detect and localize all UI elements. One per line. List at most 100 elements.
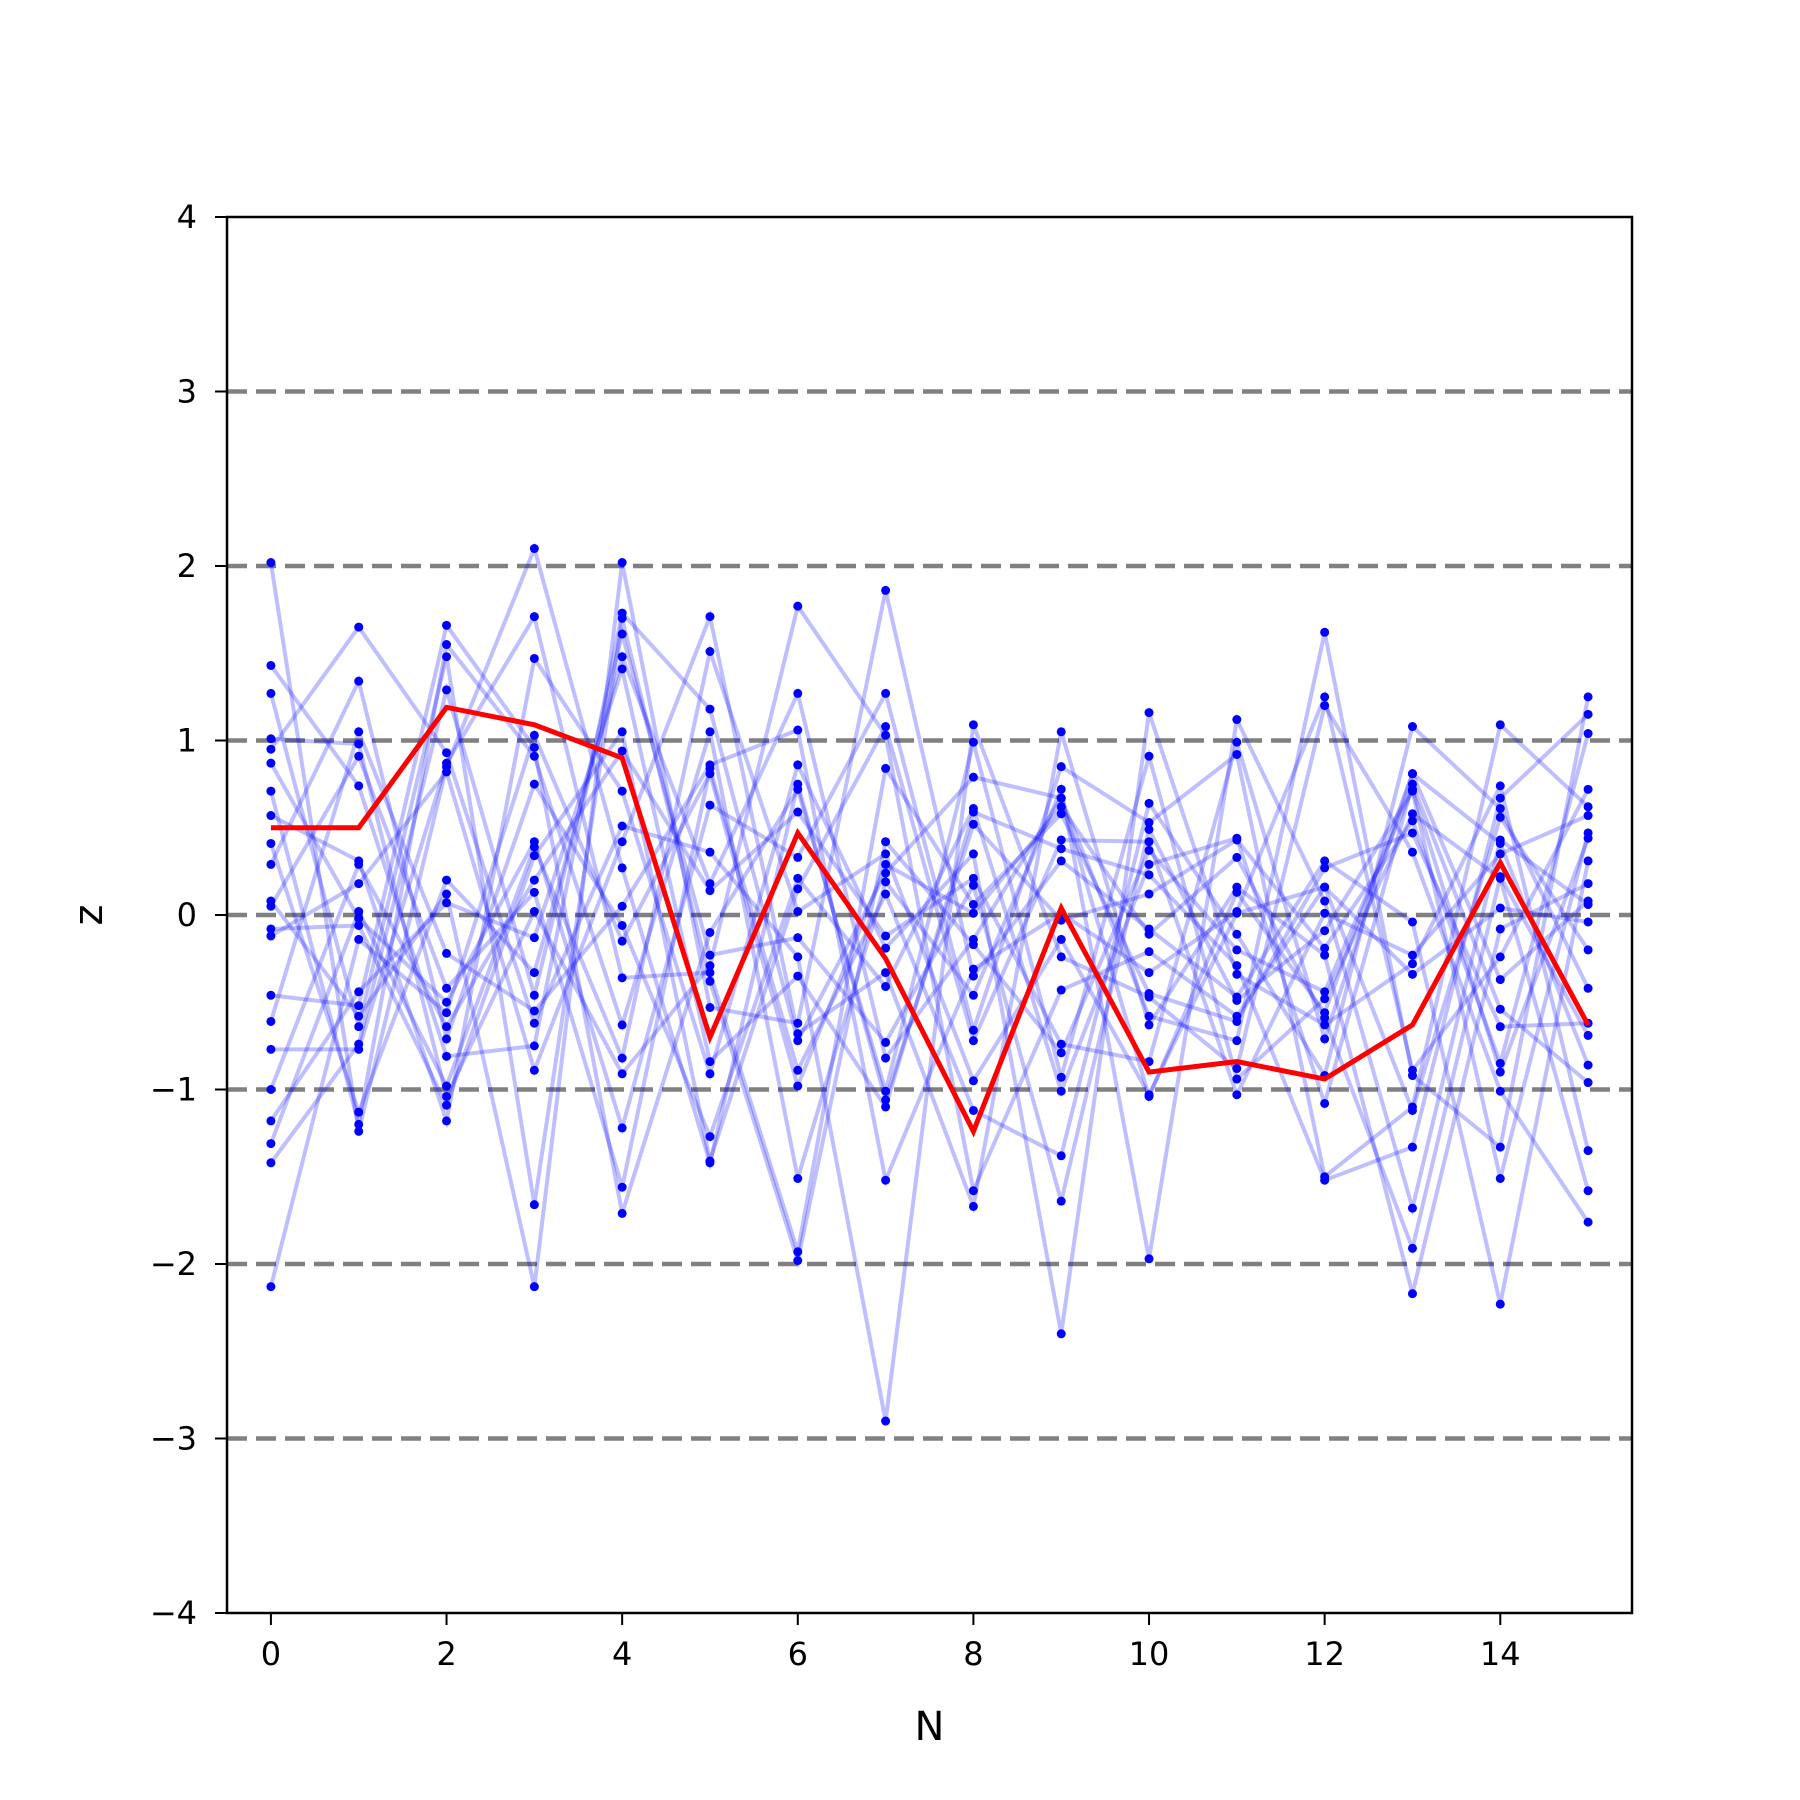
background-series-line [269,653,1591,1335]
data-point [881,730,891,740]
data-point [793,1081,803,1091]
data-point [529,612,539,622]
data-point [793,601,803,611]
background-series-line [268,690,1590,1188]
background-series-line [270,721,1589,1169]
data-point [442,1116,452,1126]
data-point [968,971,978,981]
x-tick-label: 2 [436,1635,456,1673]
data-point [968,1186,978,1196]
data-point [617,863,627,873]
background-series-line [269,687,1590,1181]
data-point [354,934,364,944]
data-point [1583,1186,1593,1196]
y-tick-label: 4 [177,198,197,236]
data-point [1320,896,1330,906]
data-point [1583,856,1593,866]
data-point [1056,802,1066,812]
data-point [1583,917,1593,927]
data-point [354,879,364,889]
data-point [354,1119,364,1129]
data-point [705,847,715,857]
data-point [1407,847,1417,857]
data-point [1320,1098,1330,1108]
data-point [617,558,627,568]
data-point [1495,1299,1505,1309]
data-point [968,900,978,910]
data-point [968,807,978,817]
background-series-line [268,542,1591,1171]
data-point [793,952,803,962]
data-point [793,884,803,894]
data-point [1144,870,1154,880]
data-point [1495,924,1505,934]
x-axis-ticks: 0 2 4 6 8 10 12 14 [261,1613,1521,1673]
background-series-line [269,562,1591,1305]
data-point [1407,1203,1417,1213]
data-point [881,849,891,859]
data-point [529,990,539,1000]
data-point [442,620,452,630]
data-point [1583,945,1593,955]
data-point [1232,1036,1242,1046]
data-point [529,842,539,852]
data-point [442,948,452,958]
data-point [968,1076,978,1086]
data-point [1495,1086,1505,1096]
y-tick-label: −3 [150,1420,197,1458]
data-point [793,1247,803,1257]
data-point [617,1020,627,1030]
data-point [881,1037,891,1047]
data-point [1583,1217,1593,1227]
data-point [968,873,978,883]
background-series-line [270,601,1590,1198]
data-point [1232,737,1242,747]
data-point [442,758,452,768]
data-point [354,1001,364,1011]
data-point [1232,715,1242,725]
data-point [1495,1058,1505,1068]
data-point [266,901,276,911]
data-point [1056,856,1066,866]
data-point [1583,709,1593,719]
y-tick-label: −1 [150,1071,197,1109]
data-point [1144,824,1154,834]
background-series-line [269,609,1590,1295]
data-point [1495,952,1505,962]
data-point [1232,908,1242,918]
background-series-line [269,623,1590,1422]
data-point [1056,934,1066,944]
data-point [529,1041,539,1051]
data-point [1495,793,1505,803]
data-point [529,907,539,917]
data-point [881,931,891,941]
data-point [1495,720,1505,730]
data-point [968,849,978,859]
data-point [793,1029,803,1039]
data-point [529,933,539,943]
data-point [442,997,452,1007]
data-point [1407,950,1417,960]
data-point [442,898,452,908]
data-point [705,612,715,622]
data-point [968,934,978,944]
data-point [266,688,276,698]
data-point [1144,968,1154,978]
data-point [617,920,627,930]
background-series-line [269,734,1590,1091]
data-point [617,1182,627,1192]
data-point [1320,627,1330,637]
data-point [1583,1060,1593,1070]
data-point [1232,852,1242,862]
data-point [1056,809,1066,819]
data-point [1056,1039,1066,1049]
data-point [793,1065,803,1075]
data-point [1144,708,1154,718]
data-point [705,1156,715,1166]
data-point [1407,1243,1417,1253]
data-point [881,968,891,978]
background-series-line [269,643,1589,1145]
y-tick-label: 1 [177,722,197,760]
data-point [1144,929,1154,939]
data-point [266,660,276,670]
